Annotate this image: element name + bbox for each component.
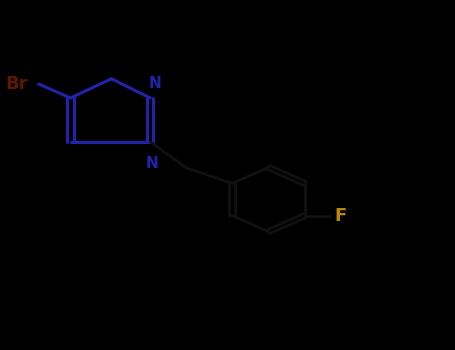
Text: N: N bbox=[146, 156, 159, 171]
Text: F: F bbox=[334, 206, 347, 225]
Text: N: N bbox=[148, 76, 161, 91]
Text: Br: Br bbox=[6, 75, 28, 93]
